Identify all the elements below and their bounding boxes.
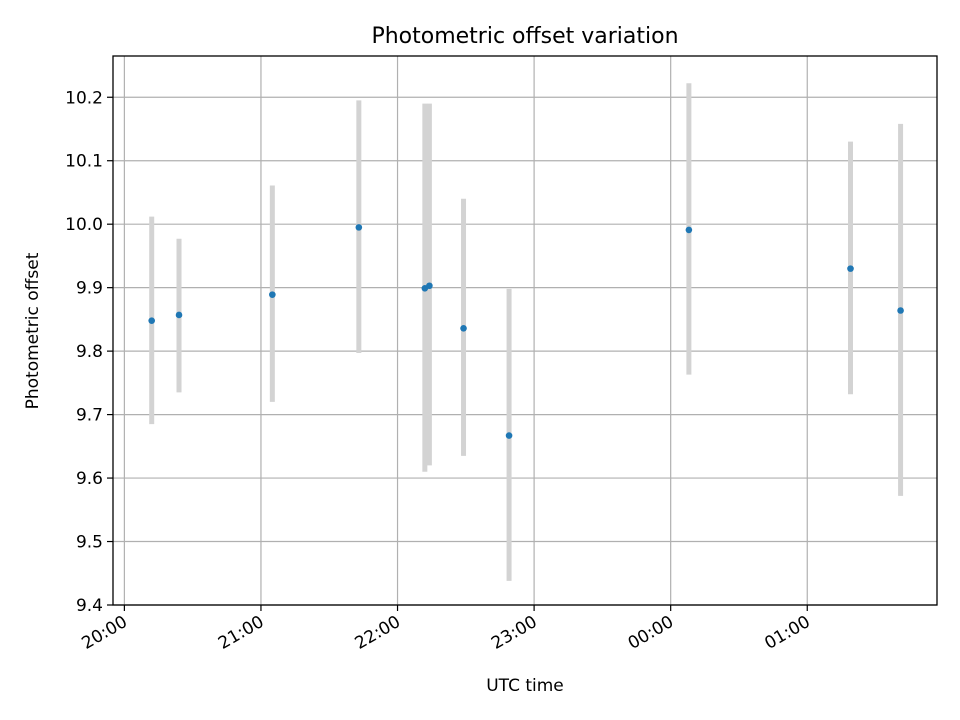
data-point	[505, 432, 513, 439]
y-tick-label: 9.7	[76, 406, 103, 426]
grid-lines	[113, 56, 937, 606]
x-axis-label: UTC time	[486, 676, 564, 696]
data-point	[175, 311, 183, 319]
data-point	[685, 226, 693, 234]
chart-title: Photometric offset variation	[371, 24, 678, 49]
y-tick-label: 9.6	[76, 469, 103, 489]
data-point	[460, 324, 467, 332]
y-tick-label: 9.8	[76, 342, 103, 362]
data-point	[847, 265, 854, 272]
y-tick-label: 9.9	[76, 279, 103, 299]
error-bars	[149, 83, 904, 581]
y-tick-label: 10.0	[65, 215, 103, 235]
x-tick-label: 21:00	[215, 612, 267, 654]
data-point	[269, 291, 276, 298]
y-axis-label: Photometric offset	[23, 252, 43, 409]
data-point	[426, 282, 433, 290]
x-tick-label: 22:00	[352, 612, 404, 654]
y-tick-label: 9.4	[76, 596, 103, 616]
x-tick-label: 20:00	[78, 612, 130, 654]
y-tick-label: 9.5	[76, 533, 103, 553]
data-point	[148, 317, 155, 324]
data-point	[355, 224, 363, 231]
data-point	[897, 307, 904, 314]
data-points	[148, 224, 904, 439]
x-tick-label: 23:00	[488, 612, 540, 654]
y-tick-label: 10.2	[65, 88, 103, 108]
plot-frame	[112, 55, 938, 606]
y-tick-label: 10.1	[65, 152, 103, 172]
x-tick-label: 00:00	[625, 612, 677, 654]
x-tick-label: 01:00	[761, 612, 813, 654]
